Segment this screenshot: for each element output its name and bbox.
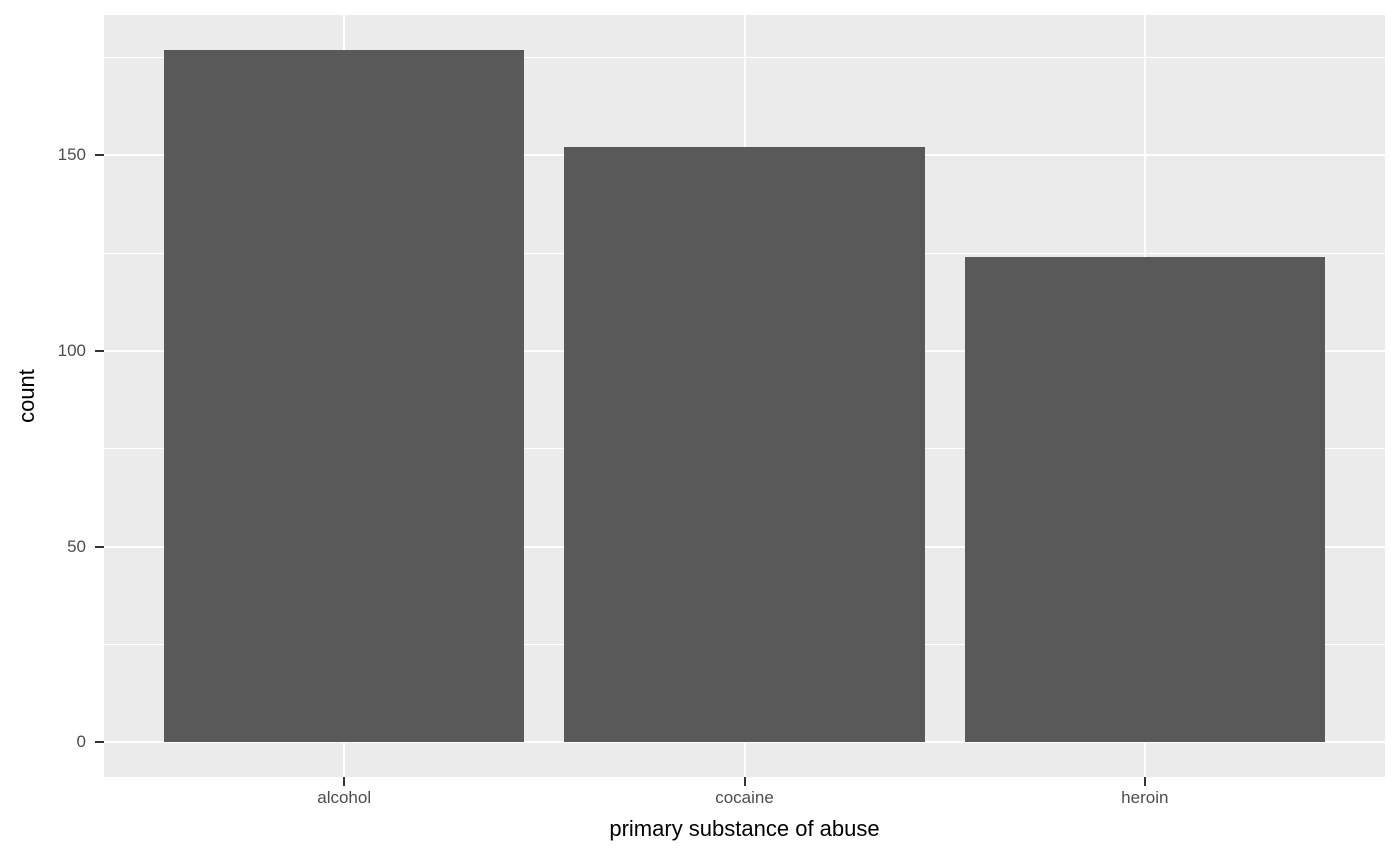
y-tick-mark [95,154,104,157]
plot-panel [104,15,1385,777]
y-tick-mark [95,349,104,352]
bar-heroin [964,257,1325,743]
x-axis-title: primary substance of abuse [609,816,880,841]
x-tick-mark [343,777,346,786]
y-tick-label: 50 [67,536,86,556]
x-tick-label-cocaine: cocaine [715,788,774,807]
x-tick-mark [743,777,746,786]
y-tick-label: 150 [57,145,86,165]
x-tick-label-alcohol: alcohol [317,788,372,807]
bar-cocaine [564,147,925,743]
x-tick-mark [1143,777,1146,786]
y-tick-mark [95,545,104,548]
y-tick-label: 100 [57,340,86,360]
y-tick-mark [95,741,104,744]
bar-alcohol [164,49,525,743]
y-axis-title: count [14,369,39,423]
y-tick-label: 0 [76,732,86,752]
x-tick-label-heroin: heroin [1121,788,1169,807]
